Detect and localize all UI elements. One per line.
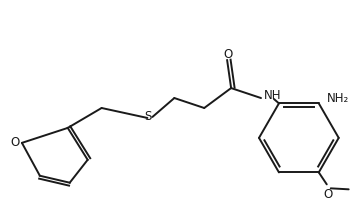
Text: NH₂: NH₂ xyxy=(327,92,349,105)
Text: O: O xyxy=(323,188,332,201)
Text: O: O xyxy=(10,136,19,149)
Text: S: S xyxy=(145,110,152,123)
Text: O: O xyxy=(223,48,233,61)
Text: NH: NH xyxy=(264,89,281,102)
